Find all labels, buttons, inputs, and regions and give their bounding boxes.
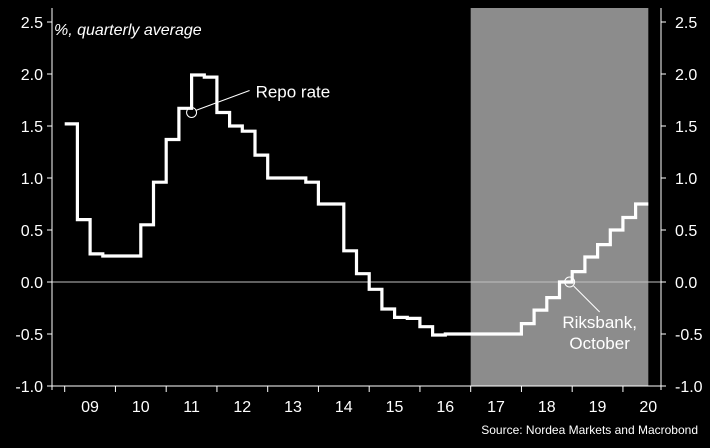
left-y-ticks: -1.0 -0.5 0.0 0.5 1.0 1.5 2.0 2.5 <box>15 15 52 396</box>
y-tick-label-right: -1.0 <box>675 379 703 396</box>
repo-rate-series-line <box>64 73 649 337</box>
x-tick-label: 12 <box>233 399 251 416</box>
x-tick-label: 14 <box>335 399 353 416</box>
y-tick-label-left: 2.5 <box>21 15 43 32</box>
y-tick-label-left: 2.0 <box>21 67 43 84</box>
right-y-ticks: -1.0 -0.5 0.0 0.5 1.0 1.5 2.0 2.5 <box>661 15 703 396</box>
x-tick-label: 20 <box>639 399 657 416</box>
source-note: Source: Nordea Markets and Macrobond <box>481 423 698 437</box>
x-tick-label: 13 <box>284 399 302 416</box>
forecast-shaded-area <box>470 8 649 386</box>
repo-rate-label: Repo rate <box>256 82 331 101</box>
y-tick-label-right: 2.0 <box>675 67 697 84</box>
y-tick-label-left: 0.5 <box>21 223 43 240</box>
y-tick-label-right: 0.0 <box>675 275 697 292</box>
y-tick-label-left: -1.0 <box>15 379 43 396</box>
x-tick-label: 19 <box>589 399 607 416</box>
x-tick-label: 09 <box>81 399 99 416</box>
y-tick-label-right: 0.5 <box>675 223 697 240</box>
x-tick-label: 11 <box>183 399 200 416</box>
riksbank-label-line: October <box>569 334 630 353</box>
y-tick-label-left: 1.5 <box>21 119 43 136</box>
riksbank-leader <box>573 285 601 313</box>
x-tick-label: 10 <box>132 399 150 416</box>
chart-subtitle: %, quarterly average <box>54 22 202 39</box>
y-tick-label-left: 1.0 <box>21 171 43 188</box>
y-tick-label-right: -0.5 <box>675 327 703 344</box>
annotations: Repo rate Riksbank, October <box>186 82 637 353</box>
y-tick-label-right: 2.5 <box>675 15 697 32</box>
y-tick-label-left: -0.5 <box>15 327 43 344</box>
x-tick-label: 17 <box>487 399 505 416</box>
x-tick-label: 16 <box>436 399 454 416</box>
repo-rate-leader <box>195 90 250 111</box>
y-tick-label-left: 0.0 <box>21 275 43 292</box>
x-tick-label: 15 <box>386 399 404 416</box>
y-tick-label-right: 1.5 <box>675 119 697 136</box>
repo-rate-marker <box>186 106 198 118</box>
riksbank-label-line: Riksbank, <box>562 313 637 332</box>
x-ticks: 09 10 11 12 13 14 15 16 17 18 19 20 <box>64 386 657 416</box>
riksbank-marker <box>564 276 576 288</box>
y-tick-label-right: 1.0 <box>675 171 697 188</box>
x-tick-label: 18 <box>538 399 556 416</box>
